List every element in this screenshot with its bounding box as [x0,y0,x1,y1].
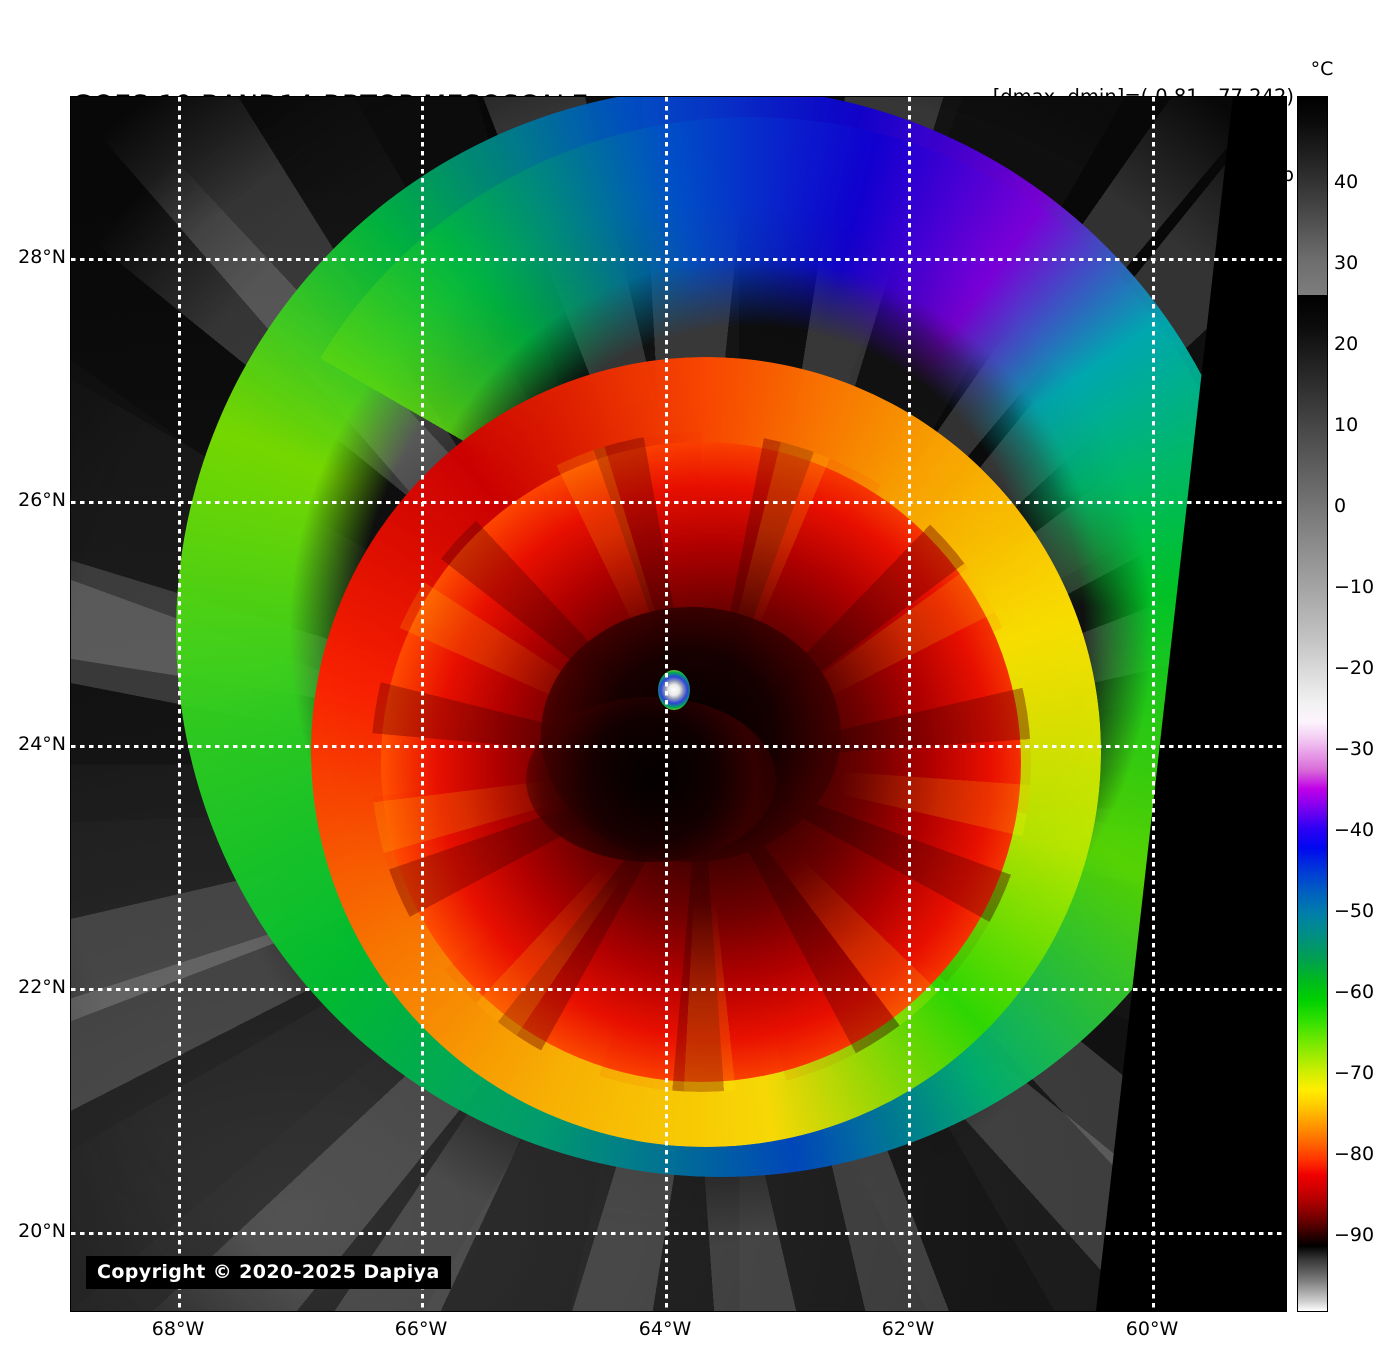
y-tick-22n: 22°N [18,976,66,998]
colorbar-tick-m30: −30 [1334,738,1375,760]
x-tick-64w: 64°W [638,1318,692,1340]
colorbar-tick-m40: −40 [1334,819,1375,841]
x-tick-66w: 66°W [394,1318,448,1340]
x-tick-62w: 62°W [881,1318,935,1340]
y-tick-24n: 24°N [18,733,66,755]
storm-eye [658,670,690,710]
colorbar-tick-m60: −60 [1334,981,1375,1003]
colorbar-tick-0: 0 [1334,495,1347,517]
eyewall-coldest-region-south [526,697,776,862]
colorbar-tick-m90: −90 [1334,1224,1375,1246]
colorbar-tick-30: 30 [1334,252,1359,274]
colorbar-tick-m70: −70 [1334,1062,1375,1084]
y-tick-20n: 20°N [18,1220,66,1242]
x-tick-60w: 60°W [1125,1318,1179,1340]
y-tick-26n: 26°N [18,489,66,511]
satellite-image-plot: Copyright © 2020-2025 Dapiya [70,96,1287,1312]
colorbar-warm-segment [1298,97,1327,295]
copyright-watermark: Copyright © 2020-2025 Dapiya [86,1256,451,1289]
colorbar-main-segment [1298,294,1327,1311]
colorbar-tick-40: 40 [1334,171,1359,193]
temperature-colorbar: 40 30 20 10 0 −10 −20 −30 −40 −50 −60 −7… [1297,96,1374,1312]
colorbar-unit-label: °C [1310,58,1334,80]
colorbar-tick-20: 20 [1334,333,1359,355]
colorbar-tick-m20: −20 [1334,657,1375,679]
colorbar-tick-m50: −50 [1334,900,1375,922]
y-tick-28n: 28°N [18,246,66,268]
colorbar-tick-m10: −10 [1334,576,1375,598]
colorbar-tick-10: 10 [1334,414,1359,436]
colorbar-tick-m80: −80 [1334,1143,1375,1165]
x-tick-68w: 68°W [151,1318,205,1340]
